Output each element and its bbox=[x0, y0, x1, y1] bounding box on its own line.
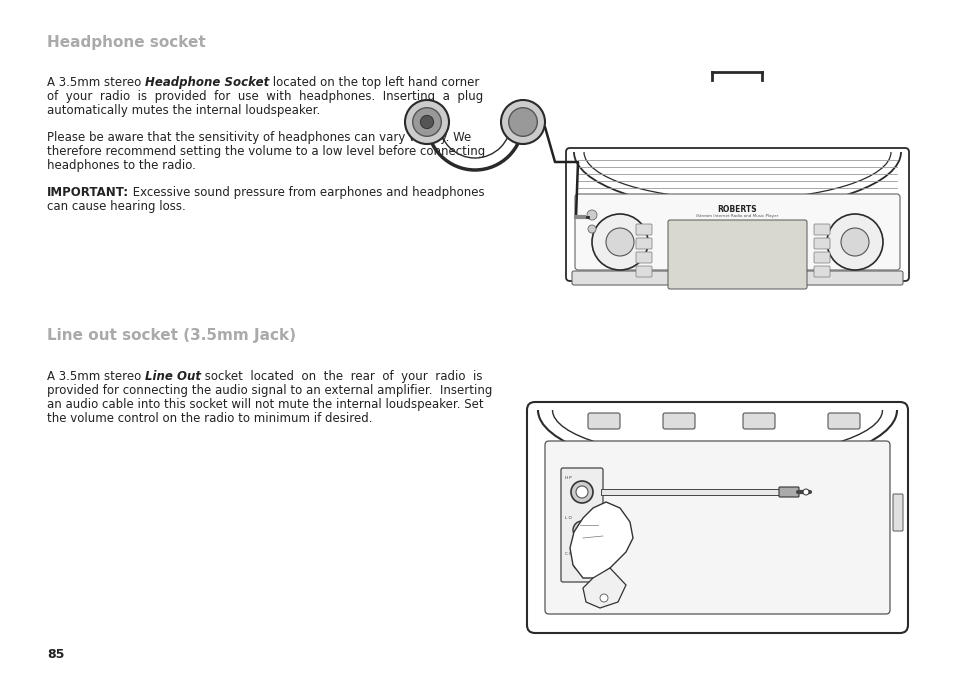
Text: an audio cable into this socket will not mute the internal loudspeaker. Set: an audio cable into this socket will not… bbox=[47, 398, 483, 411]
FancyBboxPatch shape bbox=[565, 148, 908, 281]
Text: A 3.5mm stereo: A 3.5mm stereo bbox=[47, 370, 145, 383]
Polygon shape bbox=[569, 502, 633, 578]
Circle shape bbox=[605, 228, 634, 256]
Text: H P: H P bbox=[564, 476, 571, 480]
Text: Headphone socket: Headphone socket bbox=[47, 35, 206, 50]
Circle shape bbox=[586, 210, 597, 220]
FancyBboxPatch shape bbox=[827, 413, 859, 429]
Circle shape bbox=[573, 521, 590, 539]
Text: therefore recommend setting the volume to a low level before connecting: therefore recommend setting the volume t… bbox=[47, 145, 485, 158]
Text: of  your  radio  is  provided  for  use  with  headphones.  Inserting  a  plug: of your radio is provided for use with h… bbox=[47, 90, 483, 103]
Circle shape bbox=[592, 214, 647, 270]
Text: 85: 85 bbox=[47, 648, 64, 661]
Text: socket  located  on  the  rear  of  your  radio  is: socket located on the rear of your radio… bbox=[201, 370, 482, 383]
Text: Please be aware that the sensitivity of headphones can vary widely. We: Please be aware that the sensitivity of … bbox=[47, 131, 471, 144]
FancyBboxPatch shape bbox=[526, 402, 907, 633]
FancyBboxPatch shape bbox=[636, 266, 651, 277]
Circle shape bbox=[577, 557, 586, 567]
Text: A 3.5mm stereo: A 3.5mm stereo bbox=[47, 76, 145, 89]
Circle shape bbox=[599, 594, 607, 602]
Circle shape bbox=[573, 553, 590, 571]
Text: Line out socket (3.5mm Jack): Line out socket (3.5mm Jack) bbox=[47, 328, 295, 343]
Text: Headphone Socket: Headphone Socket bbox=[145, 76, 269, 89]
Circle shape bbox=[576, 486, 587, 498]
Text: the volume control on the radio to minimum if desired.: the volume control on the radio to minim… bbox=[47, 412, 372, 425]
Text: L O: L O bbox=[564, 516, 571, 520]
FancyBboxPatch shape bbox=[560, 468, 602, 582]
FancyBboxPatch shape bbox=[544, 441, 889, 614]
Text: automatically mutes the internal loudspeaker.: automatically mutes the internal loudspe… bbox=[47, 104, 320, 117]
Text: Line Out: Line Out bbox=[145, 370, 201, 383]
Circle shape bbox=[508, 108, 537, 137]
FancyBboxPatch shape bbox=[572, 271, 902, 285]
Text: ROBERTS: ROBERTS bbox=[717, 205, 757, 214]
FancyBboxPatch shape bbox=[813, 252, 829, 263]
FancyBboxPatch shape bbox=[636, 252, 651, 263]
FancyBboxPatch shape bbox=[575, 194, 899, 270]
FancyBboxPatch shape bbox=[667, 220, 806, 289]
FancyBboxPatch shape bbox=[813, 238, 829, 249]
FancyBboxPatch shape bbox=[600, 489, 780, 495]
Circle shape bbox=[405, 100, 449, 144]
Text: C H: C H bbox=[564, 552, 572, 556]
Circle shape bbox=[802, 489, 808, 495]
Circle shape bbox=[413, 108, 441, 137]
Circle shape bbox=[577, 526, 586, 534]
Text: iStream Internet Radio and Music Player: iStream Internet Radio and Music Player bbox=[696, 214, 778, 218]
Text: located on the top left hand corner: located on the top left hand corner bbox=[269, 76, 479, 89]
Circle shape bbox=[500, 100, 544, 144]
Text: provided for connecting the audio signal to an external amplifier.  Inserting: provided for connecting the audio signal… bbox=[47, 384, 492, 397]
FancyBboxPatch shape bbox=[813, 266, 829, 277]
Polygon shape bbox=[582, 568, 625, 608]
FancyBboxPatch shape bbox=[892, 494, 902, 531]
Text: Excessive sound pressure from earphones and headphones: Excessive sound pressure from earphones … bbox=[129, 186, 484, 199]
Circle shape bbox=[571, 481, 593, 503]
Text: IMPORTANT:: IMPORTANT: bbox=[47, 186, 129, 199]
FancyBboxPatch shape bbox=[636, 224, 651, 235]
Circle shape bbox=[420, 115, 434, 129]
Text: can cause hearing loss.: can cause hearing loss. bbox=[47, 200, 186, 213]
FancyBboxPatch shape bbox=[587, 413, 619, 429]
Circle shape bbox=[841, 228, 868, 256]
Text: headphones to the radio.: headphones to the radio. bbox=[47, 159, 195, 172]
FancyBboxPatch shape bbox=[742, 413, 774, 429]
FancyBboxPatch shape bbox=[636, 238, 651, 249]
FancyBboxPatch shape bbox=[813, 224, 829, 235]
FancyBboxPatch shape bbox=[779, 487, 799, 497]
Circle shape bbox=[587, 225, 596, 233]
Circle shape bbox=[826, 214, 882, 270]
FancyBboxPatch shape bbox=[662, 413, 695, 429]
